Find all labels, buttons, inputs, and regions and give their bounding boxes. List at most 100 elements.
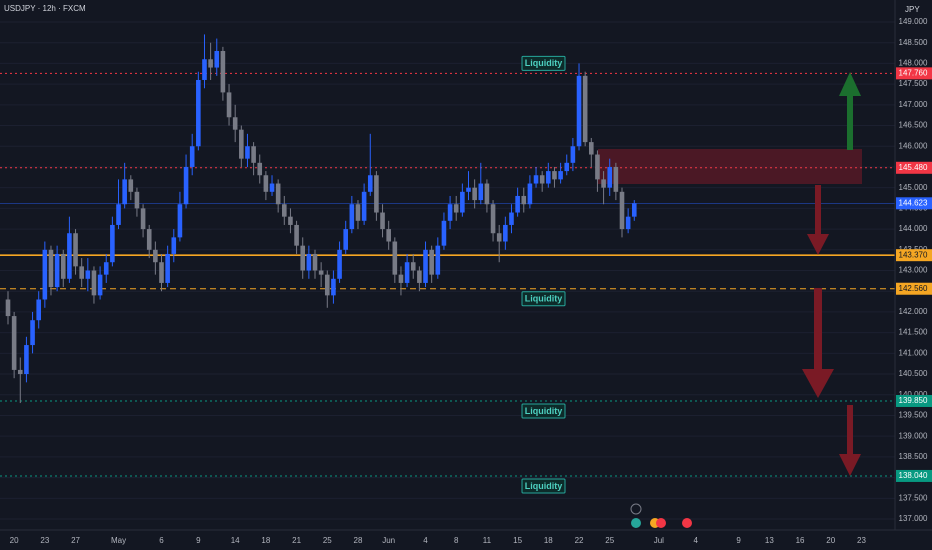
- y-tick-label: 144.000: [899, 224, 928, 233]
- candle-body: [122, 179, 127, 205]
- x-tick-label: 18: [544, 536, 553, 545]
- candle-body: [91, 270, 97, 296]
- x-tick-label: 25: [605, 536, 614, 545]
- y-tick-label: 139.000: [899, 431, 928, 440]
- candle-body: [429, 249, 434, 275]
- candle-body: [435, 245, 441, 275]
- x-tick-label: Jun: [382, 536, 395, 545]
- candle-body: [503, 224, 508, 242]
- candle-body: [214, 50, 220, 68]
- candle-body: [625, 216, 631, 230]
- candle-body: [153, 249, 158, 263]
- level-label-bg: [896, 469, 932, 482]
- x-tick-label: 4: [423, 536, 428, 545]
- candle-body: [496, 233, 502, 242]
- arrow-up-head: [839, 72, 861, 96]
- candle-body: [318, 270, 324, 275]
- candle-body: [226, 92, 232, 118]
- candles: [5, 34, 637, 404]
- level-label-bg: [896, 282, 932, 295]
- candle-body: [5, 299, 11, 317]
- x-tick-label: 9: [736, 536, 741, 545]
- candle-body: [177, 204, 183, 238]
- event-icon: [656, 518, 666, 528]
- candle-body: [208, 59, 213, 68]
- x-tick-label: May: [111, 536, 126, 545]
- x-tick-label: 13: [765, 536, 774, 545]
- arrow-down: [847, 405, 853, 455]
- level-label-bg: [896, 249, 932, 262]
- candle-body: [484, 183, 490, 205]
- event-icon: [682, 518, 692, 528]
- candle-body: [67, 233, 72, 279]
- y-tick-label: 149.000: [899, 17, 928, 26]
- candle-body: [619, 191, 625, 230]
- candle-body: [48, 249, 54, 288]
- candle-body: [189, 146, 195, 167]
- candle-body: [331, 278, 336, 296]
- level-label: 147.760: [899, 68, 928, 77]
- candle-body: [140, 208, 146, 230]
- x-tick-label: 23: [857, 536, 866, 545]
- candle-body: [263, 175, 269, 192]
- y-tick-label: 147.500: [899, 79, 928, 88]
- candle-body: [355, 204, 361, 221]
- x-tick-label: 4: [693, 536, 698, 545]
- candle-body: [361, 191, 367, 221]
- candle-body: [337, 249, 342, 279]
- candle-body: [251, 146, 256, 163]
- annotation-label: Liquidity: [525, 294, 563, 304]
- x-tick-label: 11: [483, 536, 492, 545]
- arrow-down-head: [839, 454, 861, 476]
- level-label: 142.560: [899, 284, 928, 293]
- candle-body: [582, 75, 588, 143]
- candle-body: [202, 59, 207, 80]
- arrows: [802, 72, 861, 476]
- y-tick-label: 141.000: [899, 348, 928, 357]
- arrow-down-head: [802, 369, 834, 398]
- candle-body: [410, 262, 416, 271]
- candle-body: [60, 253, 66, 279]
- candle-body: [527, 183, 533, 205]
- y-tick-label: 147.000: [899, 100, 928, 109]
- candle-body: [601, 179, 606, 188]
- candle-body: [466, 187, 471, 192]
- y-tick-label: 146.500: [899, 121, 928, 130]
- candle-body: [472, 187, 477, 201]
- x-tick-label: 23: [40, 536, 49, 545]
- candle-body: [73, 233, 78, 267]
- candle-body: [607, 166, 613, 188]
- axes: 137.000137.500138.000138.500139.000139.5…: [10, 17, 932, 545]
- candle-body: [306, 253, 312, 271]
- level-label-bg: [896, 161, 932, 174]
- annotation-label: Liquidity: [525, 58, 563, 68]
- candle-body: [423, 249, 428, 283]
- candle-body: [36, 299, 41, 321]
- arrow-down-head: [807, 234, 829, 255]
- level-label-bg: [896, 394, 932, 407]
- candle-body: [282, 204, 287, 217]
- candle-body: [558, 171, 563, 180]
- level-label: 145.480: [899, 163, 928, 172]
- candle-body: [417, 270, 422, 283]
- annotation-box: [521, 291, 566, 307]
- annotation-label: Liquidity: [525, 406, 563, 416]
- candle-body: [595, 154, 600, 180]
- y-tick-label: 137.000: [899, 514, 928, 523]
- x-tick-label: 15: [513, 536, 522, 545]
- level-label: 144.623: [899, 198, 928, 207]
- y-tick-label: 145.000: [899, 183, 928, 192]
- candle-body: [576, 75, 582, 147]
- candle-body: [631, 203, 637, 217]
- candle-body: [367, 175, 373, 192]
- event-icon: [630, 503, 642, 515]
- level-label-bg: [896, 67, 932, 80]
- candle-body: [447, 204, 453, 221]
- candle-body: [146, 229, 152, 250]
- candle-body: [17, 369, 23, 375]
- y-tick-label: 146.000: [899, 141, 928, 150]
- candle-body: [232, 117, 238, 130]
- arrow-down: [814, 288, 822, 370]
